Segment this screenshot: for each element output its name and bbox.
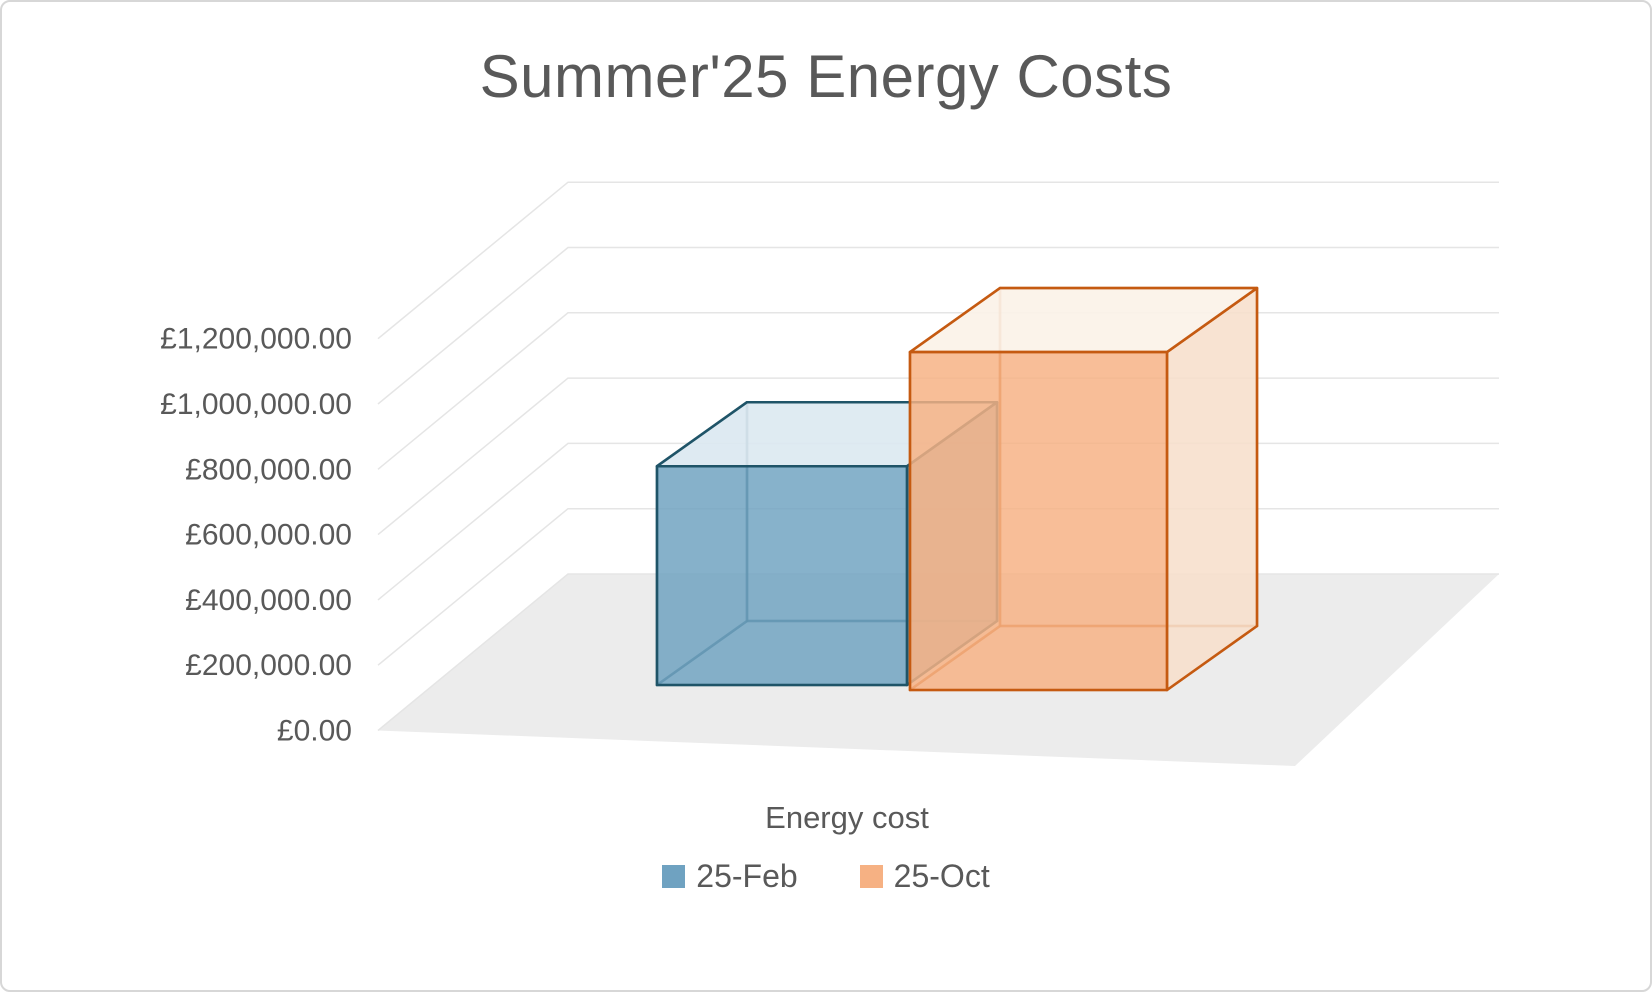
legend-swatch-25-feb: [662, 865, 686, 888]
y-axis-tick-label: £1,000,000.00: [160, 388, 352, 421]
legend: 25-Feb 25-Oct: [2, 858, 1650, 895]
gridline: [377, 246, 1499, 405]
legend-label-25-oct: 25-Oct: [893, 858, 990, 894]
legend-item-25-feb: 25-Feb: [662, 858, 798, 895]
legend-item-25-oct: 25-Oct: [859, 858, 990, 895]
bar-face: [1165, 286, 1259, 692]
legend-label-25-feb: 25-Feb: [696, 858, 798, 894]
y-axis-tick-label: £0.00: [277, 715, 352, 748]
bar-25-oct: [908, 286, 1259, 692]
x-axis-label: Energy cost: [765, 800, 929, 835]
bar-face: [908, 350, 1169, 692]
y-axis-tick-label: £400,000.00: [185, 584, 352, 617]
gridline: [377, 181, 1499, 340]
chart-title: Summer'25 Energy Costs: [479, 43, 1173, 110]
y-axis-tick-label: £1,200,000.00: [160, 323, 352, 356]
y-axis-tick-label: £200,000.00: [185, 649, 352, 682]
y-axis-tick-label: £800,000.00: [185, 453, 352, 486]
bar-face: [655, 464, 909, 687]
y-axis-tick-label: £600,000.00: [185, 519, 352, 552]
legend-swatch-25-oct: [859, 865, 883, 888]
